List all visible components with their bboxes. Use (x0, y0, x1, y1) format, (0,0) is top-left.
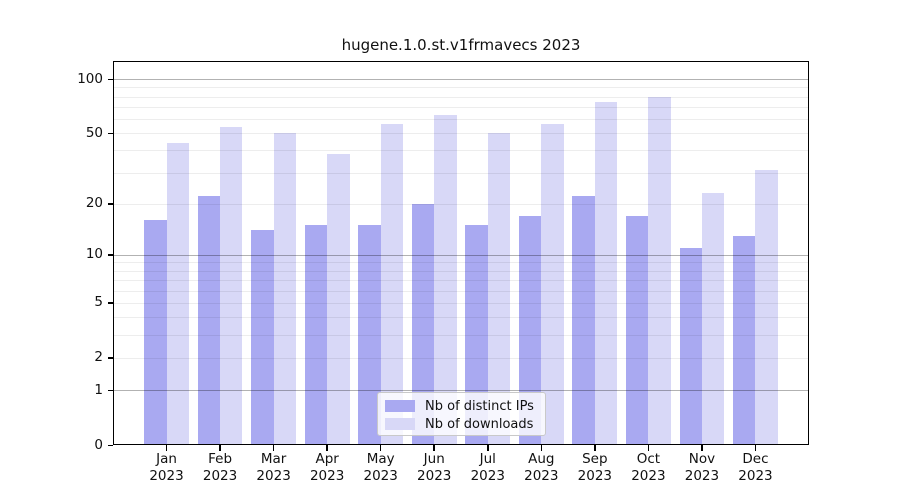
x-tick-label-oct: Oct 2023 (631, 451, 666, 484)
bar-ips-aug (518, 215, 542, 445)
bar-ips-jul (465, 225, 488, 445)
bar-ips-jan (144, 220, 167, 445)
x-tick-label-nov: Nov 2023 (684, 451, 720, 484)
x-tick-label-jul: Jul 2023 (470, 451, 505, 484)
x-tick-mark-jun (433, 445, 435, 451)
y-tick-label-20: 20 (85, 195, 103, 212)
bar-downloads-jun (434, 115, 457, 445)
bar-ips-jun (411, 203, 435, 445)
x-tick-mark-sep (594, 445, 596, 451)
x-tick-label-jun: Jun 2023 (417, 451, 452, 484)
gridline-1 (113, 390, 809, 392)
y-tick-mark-1 (108, 389, 113, 392)
y-tick-label-0: 0 (94, 436, 103, 453)
x-tick-mark-aug (540, 445, 543, 451)
y-tick-label-1: 1 (94, 381, 103, 398)
x-tick-mark-apr (326, 445, 328, 451)
bar-downloads-nov (701, 192, 725, 445)
bar-ips-mar (251, 230, 274, 445)
gridline-70 (113, 106, 809, 108)
bar-downloads-may (380, 124, 404, 445)
bar-downloads-sep (594, 101, 618, 445)
legend-label-distinct-ips: Nb of distinct IPs (425, 398, 534, 414)
gridline-90 (113, 87, 809, 89)
x-tick-mark-feb (219, 445, 221, 451)
y-tick-mark-100 (108, 78, 113, 80)
chart-title: hugene.1.0.st.v1frmavecs 2023 (341, 36, 581, 54)
y-tick-mark-20 (108, 203, 113, 205)
bar-ips-sep (572, 196, 595, 445)
gridline-4 (113, 317, 809, 319)
y-tick-label-50: 50 (85, 124, 103, 141)
bar-downloads-feb (220, 127, 243, 445)
legend-item-distinct-ips: Nb of distinct IPs (385, 398, 545, 414)
x-tick-label-mar: Mar 2023 (256, 451, 291, 484)
gridline-3 (113, 335, 809, 337)
gridline-20 (113, 203, 809, 205)
gridline-100 (113, 79, 809, 80)
x-tick-mark-may (379, 445, 382, 451)
y-tick-label-10: 10 (85, 246, 103, 263)
gridline-7 (113, 280, 809, 282)
gridline-10 (113, 254, 809, 256)
legend-swatch-downloads (385, 418, 415, 430)
bar-ips-dec (733, 235, 756, 445)
gridline-50 (113, 133, 809, 135)
gridline-60 (113, 118, 809, 120)
bar-ips-may (358, 225, 381, 445)
y-tick-mark-50 (108, 132, 113, 135)
plot-area (113, 61, 809, 445)
x-tick-mark-oct (647, 445, 650, 451)
x-tick-mark-jul (487, 445, 489, 451)
bar-downloads-jan (166, 143, 189, 445)
x-tick-mark-jan (165, 445, 168, 451)
y-tick-label-5: 5 (94, 294, 103, 311)
x-tick-mark-dec (754, 445, 757, 451)
bar-ips-oct (625, 215, 649, 445)
legend: Nb of distinct IPs Nb of downloads (377, 392, 546, 436)
bar-ips-nov (679, 247, 702, 445)
gridline-9 (113, 262, 809, 264)
legend-label-downloads: Nb of downloads (425, 416, 534, 432)
gridline-30 (113, 172, 809, 174)
bar-downloads-aug (541, 124, 564, 445)
y-tick-label-2: 2 (94, 349, 103, 366)
y-tick-label-100: 100 (77, 70, 103, 87)
gridline-2 (113, 357, 809, 359)
gridline-8 (113, 270, 809, 272)
legend-swatch-distinct-ips (385, 400, 415, 412)
x-tick-label-apr: Apr 2023 (309, 451, 345, 484)
y-tick-mark-2 (108, 357, 113, 359)
x-tick-mark-nov (701, 445, 703, 451)
bar-downloads-oct (648, 96, 671, 445)
bar-ips-apr (304, 225, 328, 445)
gridline-40 (113, 150, 809, 152)
x-tick-label-sep: Sep 2023 (577, 451, 613, 484)
bar-downloads-jul (487, 133, 511, 445)
bar-downloads-dec (755, 170, 778, 445)
x-tick-label-dec: Dec 2023 (738, 451, 773, 484)
bar-downloads-mar (273, 133, 296, 445)
y-tick-mark-5 (108, 302, 113, 304)
x-tick-label-aug: Aug 2023 (524, 451, 559, 484)
x-tick-mark-mar (272, 445, 275, 451)
legend-item-downloads: Nb of downloads (385, 416, 545, 432)
x-tick-label-may: May 2023 (363, 451, 398, 484)
bar-downloads-apr (327, 154, 350, 445)
x-tick-label-jan: Jan 2023 (149, 451, 184, 484)
gridline-80 (113, 96, 809, 98)
gridline-6 (113, 290, 809, 292)
y-tick-mark-10 (108, 254, 113, 256)
gridline-5 (113, 302, 809, 304)
y-tick-mark-0 (108, 444, 113, 446)
x-tick-label-feb: Feb 2023 (202, 451, 238, 484)
bar-ips-feb (197, 196, 221, 445)
